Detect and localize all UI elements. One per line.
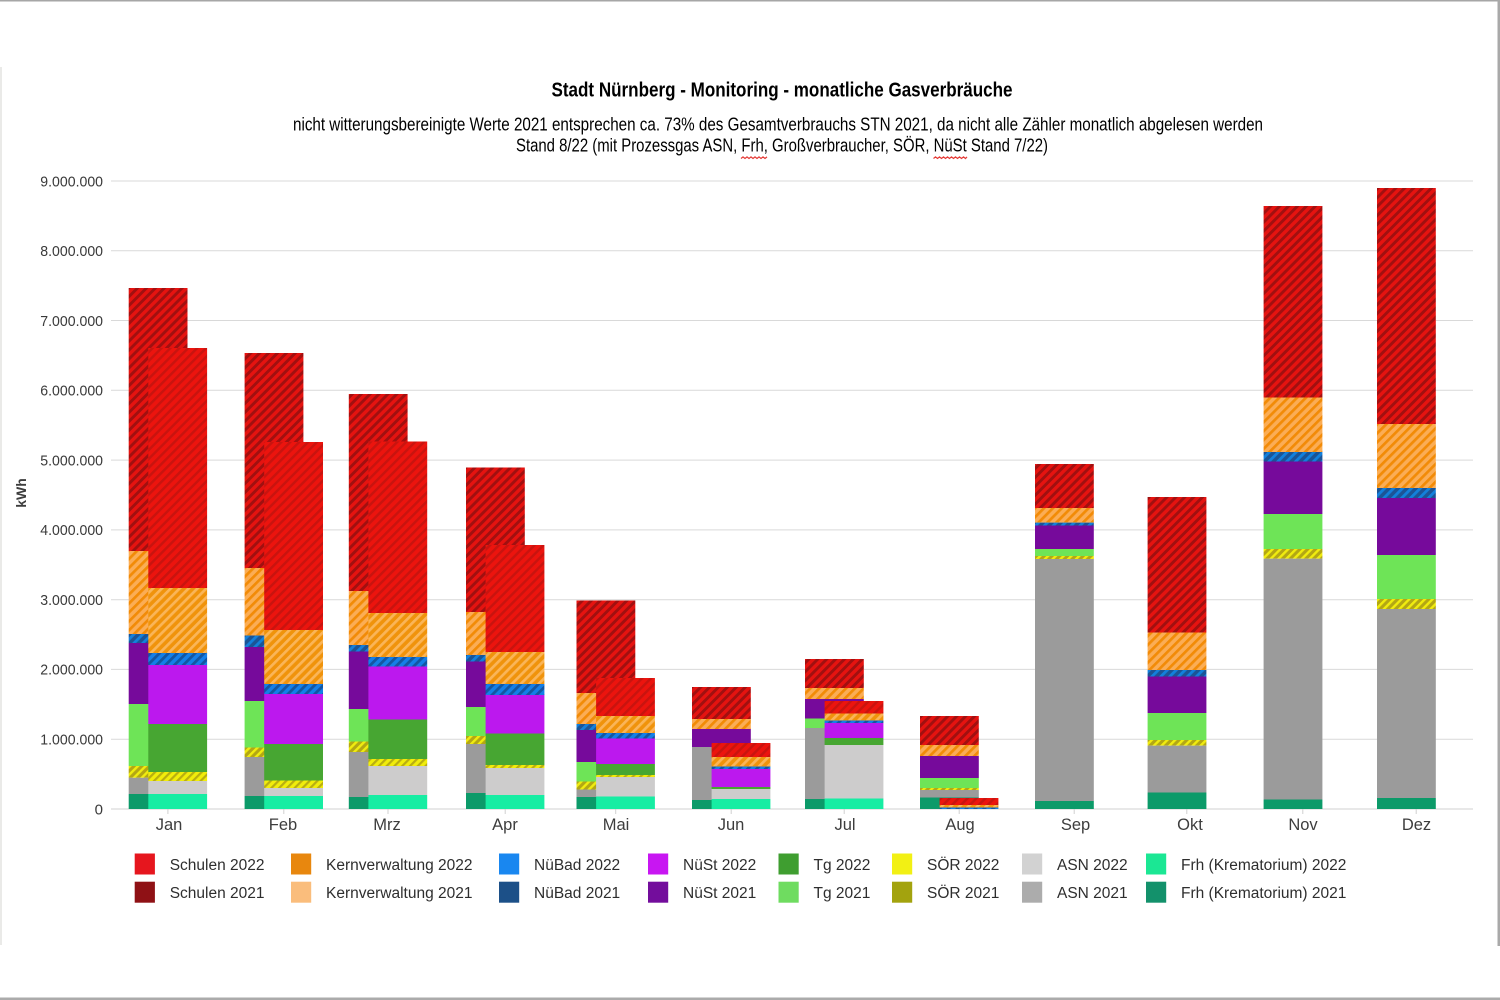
svg-text:5.000.000: 5.000.000 bbox=[40, 452, 103, 469]
svg-text:9.000.000: 9.000.000 bbox=[40, 173, 103, 190]
svg-text:7.000.000: 7.000.000 bbox=[40, 313, 103, 330]
svg-text:6.000.000: 6.000.000 bbox=[40, 383, 103, 400]
svg-text:3.000.000: 3.000.000 bbox=[40, 592, 103, 609]
svg-text:NüSt 2021: NüSt 2021 bbox=[683, 885, 756, 902]
svg-text:Jun: Jun bbox=[718, 816, 745, 834]
svg-text:4.000.000: 4.000.000 bbox=[40, 522, 103, 539]
svg-text:NüSt 2022: NüSt 2022 bbox=[683, 857, 756, 874]
svg-text:2.000.000: 2.000.000 bbox=[40, 662, 103, 679]
svg-text:Sep: Sep bbox=[1061, 816, 1090, 834]
svg-text:Frh (Krematorium) 2021: Frh (Krematorium) 2021 bbox=[1181, 885, 1346, 902]
svg-text:Kernverwaltung 2022: Kernverwaltung 2022 bbox=[326, 857, 473, 874]
svg-text:SÖR 2021: SÖR 2021 bbox=[927, 884, 999, 902]
svg-text:Dez: Dez bbox=[1402, 816, 1431, 834]
svg-text:nicht witterungsbereinigte Wer: nicht witterungsbereinigte Werte 2021 en… bbox=[293, 115, 1263, 135]
svg-text:Aug: Aug bbox=[945, 816, 974, 834]
svg-text:Schulen 2022: Schulen 2022 bbox=[170, 857, 265, 874]
svg-text:Mai: Mai bbox=[603, 816, 630, 834]
svg-text:Tg 2021: Tg 2021 bbox=[814, 885, 871, 902]
svg-text:Frh (Krematorium) 2022: Frh (Krematorium) 2022 bbox=[1181, 857, 1346, 874]
svg-text:Stand 8/22 (mit Prozessgas ASN: Stand 8/22 (mit Prozessgas ASN, Frh, Gro… bbox=[516, 136, 1048, 156]
svg-text:SÖR 2022: SÖR 2022 bbox=[927, 856, 999, 874]
svg-text:Jan: Jan bbox=[156, 816, 183, 834]
svg-text:ASN 2021: ASN 2021 bbox=[1057, 885, 1128, 902]
svg-text:8.000.000: 8.000.000 bbox=[40, 243, 103, 260]
svg-text:NüBad 2021: NüBad 2021 bbox=[534, 885, 620, 902]
svg-text:NüBad 2022: NüBad 2022 bbox=[534, 857, 620, 874]
svg-text:1.000.000: 1.000.000 bbox=[40, 732, 103, 749]
svg-text:Apr: Apr bbox=[492, 816, 518, 834]
svg-text:0: 0 bbox=[95, 801, 103, 818]
svg-text:Mrz: Mrz bbox=[373, 816, 401, 834]
svg-text:Kernverwaltung 2021: Kernverwaltung 2021 bbox=[326, 885, 473, 902]
svg-text:kWh: kWh bbox=[13, 478, 29, 508]
svg-text:Okt: Okt bbox=[1177, 816, 1203, 834]
svg-text:Feb: Feb bbox=[269, 816, 297, 834]
svg-text:Nov: Nov bbox=[1288, 816, 1318, 834]
svg-text:Schulen 2021: Schulen 2021 bbox=[170, 885, 265, 902]
svg-text:Tg 2022: Tg 2022 bbox=[814, 857, 871, 874]
svg-text:ASN 2022: ASN 2022 bbox=[1057, 857, 1128, 874]
svg-text:Stadt Nürnberg - Monitoring -: Stadt Nürnberg - Monitoring - monatliche… bbox=[552, 80, 1013, 102]
svg-text:Jul: Jul bbox=[834, 816, 855, 834]
